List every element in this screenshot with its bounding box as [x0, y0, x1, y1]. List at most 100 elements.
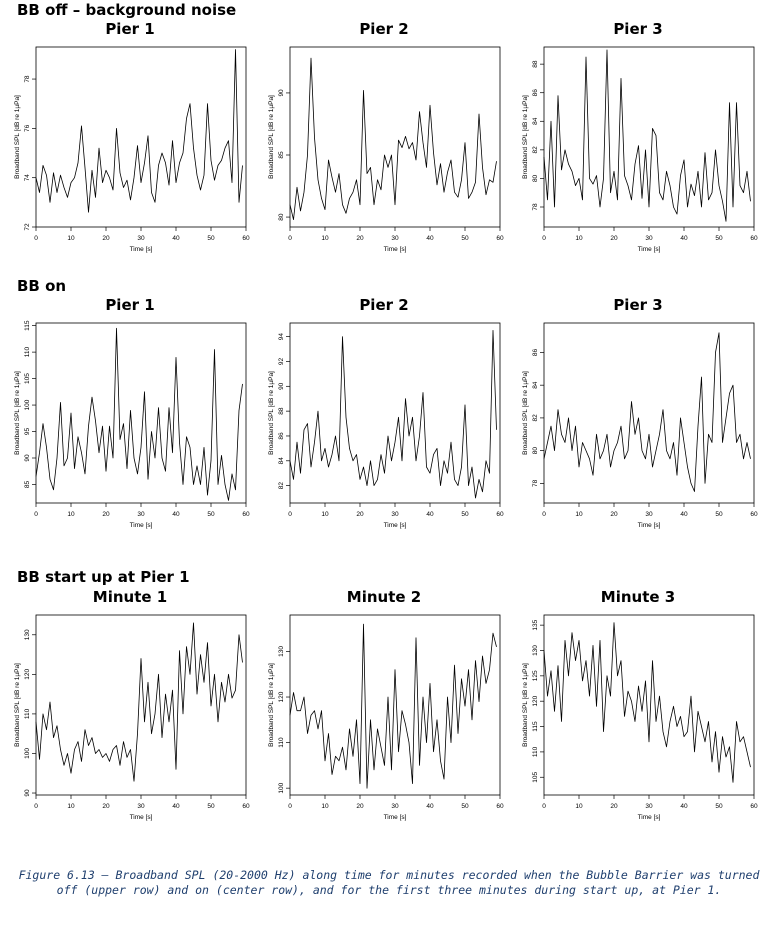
y-tick-label: 85 [24, 480, 31, 488]
x-tick-label: 20 [356, 235, 364, 242]
chart-panel: Pier 2 0 10 20 30 40 50 60 82 84 86 88 90 92 94 Time [… [258, 296, 510, 544]
x-tick-label: 30 [391, 235, 399, 242]
chart-title: Minute 3 [600, 588, 676, 606]
row-title-bb-startup: BB start up at Pier 1 [17, 568, 190, 586]
x-tick-label: 10 [575, 803, 583, 810]
x-tick-label: 0 [542, 235, 546, 242]
y-axis-label: Broadband SPL [dB re 1µPa] [522, 663, 529, 747]
plot-frame [35, 46, 247, 228]
chart-panel: Minute 1 0 10 20 30 40 50 60 90 100 110 120 130 Time… [4, 588, 256, 836]
x-tick-label: 0 [542, 803, 546, 810]
x-tick-label: 40 [426, 235, 434, 242]
y-tick-label: 115 [24, 320, 31, 331]
data-line [35, 327, 243, 501]
x-tick-label: 40 [172, 511, 180, 518]
plot-frame [543, 614, 755, 796]
data-line [543, 622, 751, 783]
y-tick-label: 130 [24, 629, 31, 640]
y-axis-label: Broadband SPL [dB re 1µPa] [14, 371, 21, 455]
x-tick-label: 50 [207, 235, 215, 242]
x-tick-label: 0 [34, 803, 38, 810]
y-tick-label: 120 [24, 669, 31, 680]
y-tick-label: 110 [24, 708, 31, 719]
y-tick-label: 82 [532, 414, 539, 422]
y-tick-label: 78 [532, 203, 539, 211]
x-tick-label: 40 [172, 803, 180, 810]
x-tick-label: 10 [321, 511, 329, 518]
y-tick-label: 90 [278, 382, 285, 390]
x-tick-label: 10 [575, 511, 583, 518]
x-tick-label: 10 [67, 235, 75, 242]
y-tick-label: 115 [532, 721, 539, 732]
x-axis-label: Time [s] [384, 246, 407, 253]
y-tick-label: 120 [532, 695, 539, 706]
chart-plot: 0 10 20 30 40 50 60 105 110 115 120 125 130 135 Time [… [522, 614, 758, 821]
x-tick-label: 50 [715, 803, 723, 810]
data-line [289, 57, 497, 220]
y-tick-label: 86 [532, 348, 539, 356]
row-title-bb-off: BB off – background noise [17, 1, 237, 19]
plot-frame [35, 614, 247, 796]
y-tick-label: 90 [278, 89, 285, 97]
x-tick-label: 40 [680, 511, 688, 518]
chart-title: Pier 1 [105, 20, 155, 38]
x-tick-label: 60 [496, 511, 504, 518]
x-tick-label: 40 [680, 803, 688, 810]
y-tick-label: 80 [532, 447, 539, 455]
plot-frame [289, 322, 501, 504]
x-tick-label: 30 [137, 803, 145, 810]
chart-plot: 0 10 20 30 40 50 60 78 80 82 84 86 Time [s] Broadband… [522, 322, 758, 529]
x-tick-label: 50 [461, 511, 469, 518]
row-title-bb-on: BB on [17, 277, 67, 295]
x-tick-label: 10 [575, 235, 583, 242]
chart-panel: Pier 3 0 10 20 30 40 50 60 78 80 82 84 86 Time [s] Br… [512, 296, 764, 544]
y-tick-label: 86 [278, 432, 285, 440]
y-tick-label: 110 [24, 347, 31, 358]
x-tick-label: 30 [137, 511, 145, 518]
y-axis-label: Broadband SPL [dB re 1µPa] [268, 371, 275, 455]
data-line [35, 49, 243, 213]
y-axis-label: Broadband SPL [dB re 1µPa] [14, 663, 21, 747]
y-tick-label: 82 [532, 146, 539, 154]
plot-frame [289, 614, 501, 796]
x-tick-label: 60 [750, 803, 758, 810]
y-tick-label: 85 [278, 151, 285, 159]
chart-plot: 0 10 20 30 40 50 60 72 74 76 78 Time [s] Broadband S… [14, 46, 250, 253]
chart-plot: 0 10 20 30 40 50 60 80 85 90 Time [s] Broadband SPL… [268, 46, 504, 253]
x-axis-label: Time [s] [384, 522, 407, 529]
x-tick-label: 0 [542, 511, 546, 518]
x-tick-label: 10 [67, 511, 75, 518]
chart-title: Minute 2 [346, 588, 422, 606]
y-axis-label: Broadband SPL [dB re 1µPa] [14, 95, 21, 179]
y-tick-label: 80 [532, 174, 539, 182]
data-line [35, 622, 243, 782]
x-tick-label: 60 [750, 511, 758, 518]
y-tick-label: 80 [278, 213, 285, 221]
x-tick-label: 20 [102, 803, 110, 810]
x-tick-label: 0 [288, 803, 292, 810]
x-tick-label: 10 [321, 235, 329, 242]
x-tick-label: 40 [172, 235, 180, 242]
chart-panel: Pier 1 0 10 20 30 40 50 60 85 90 95 100 105 110 115 Ti… [4, 296, 256, 544]
x-axis-label: Time [s] [638, 246, 661, 253]
chart-title: Pier 3 [613, 20, 663, 38]
y-tick-label: 88 [532, 60, 539, 68]
y-tick-label: 78 [24, 75, 31, 83]
y-tick-label: 84 [278, 457, 285, 465]
x-tick-label: 50 [715, 511, 723, 518]
x-tick-label: 30 [137, 235, 145, 242]
chart-plot: 0 10 20 30 40 50 60 85 90 95 100 105 110 115 Time [s] B… [14, 320, 250, 529]
x-tick-label: 30 [645, 803, 653, 810]
y-tick-label: 90 [24, 454, 31, 462]
chart-panel: Minute 2 0 10 20 30 40 50 60 100 110 120 130 Time [… [258, 588, 510, 836]
x-axis-label: Time [s] [638, 522, 661, 529]
chart-plot: 0 10 20 30 40 50 60 82 84 86 88 90 92 94 Time [s] Broad… [268, 322, 504, 529]
y-tick-label: 110 [278, 737, 285, 748]
x-tick-label: 40 [426, 511, 434, 518]
chart-title: Pier 3 [613, 296, 663, 314]
y-tick-label: 100 [24, 399, 31, 410]
y-tick-label: 130 [278, 646, 285, 657]
x-tick-label: 50 [715, 235, 723, 242]
x-tick-label: 10 [321, 803, 329, 810]
y-tick-label: 94 [278, 333, 285, 341]
